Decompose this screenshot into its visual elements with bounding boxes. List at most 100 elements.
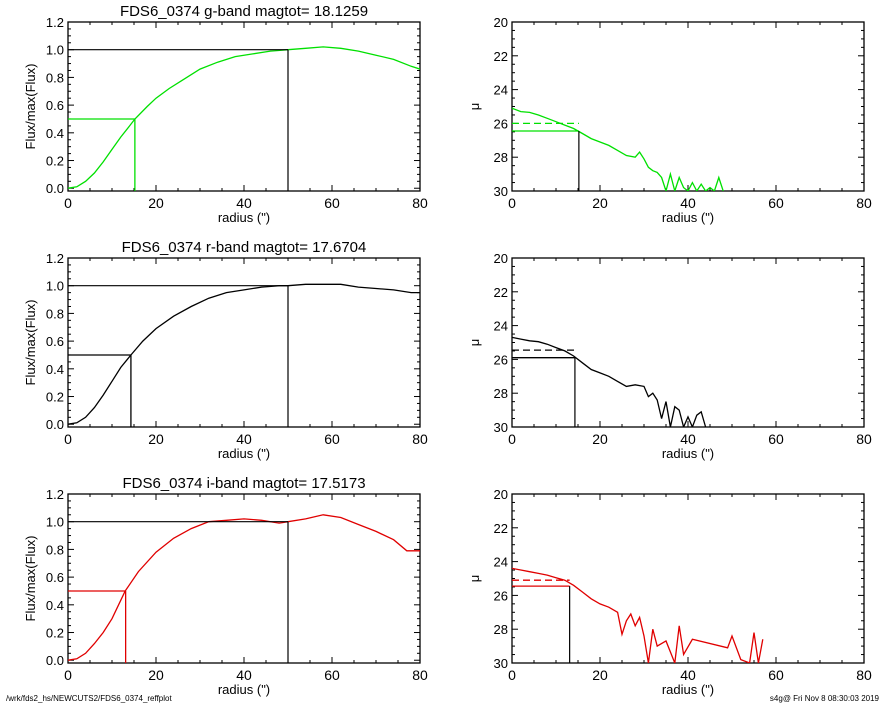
y-tick-label: 24 xyxy=(494,319,508,334)
x-tick-label: 60 xyxy=(324,431,340,447)
x-tick-label: 20 xyxy=(148,431,164,447)
x-axis-label: radius (") xyxy=(662,446,714,461)
panel-r-growth-curve: 0 20 40 60 80 radius (") 0.0 0.2 0.4 0.6 0.8 1.0 1.2… xyxy=(23,239,428,461)
x-tick-label: 40 xyxy=(680,195,696,211)
y-tick-label: 0.8 xyxy=(46,306,64,321)
y-tick-label: 1.0 xyxy=(46,515,64,530)
footer-file-path: /wrk/fds2_hs/NEWCUTS2/FDS6_0374_reffplot xyxy=(6,694,172,703)
panel-title: FDS6_0374 r-band magtot= 17.6704 xyxy=(122,239,367,256)
x-axis-label: radius (") xyxy=(662,210,714,225)
plot-frame xyxy=(511,493,865,664)
x-tick-label: 80 xyxy=(412,431,428,447)
y-axis-label: μ xyxy=(467,575,482,583)
footer-timestamp: s4g@ Fri Nov 8 08:30:03 2019 xyxy=(769,694,879,703)
x-axis-label: radius (") xyxy=(662,682,714,697)
panel-title: FDS6_0374 i-band magtot= 17.5173 xyxy=(122,475,365,492)
plot-frame xyxy=(67,257,421,428)
y-tick-label: 0.4 xyxy=(46,598,64,613)
panel-r-sb-profile: 0 20 40 60 80 radius (") 20 22 24 26 28 30 μ xyxy=(467,251,872,461)
x-tick-label: 20 xyxy=(148,195,164,211)
panel-i-growth-curve: 0 20 40 60 80 radius (") 0.0 0.2 0.4 0.6 0.8 1.0 1.2… xyxy=(23,475,428,697)
x-tick-label: 0 xyxy=(508,195,516,211)
x-tick-label: 60 xyxy=(768,431,784,447)
x-tick-label: 40 xyxy=(236,667,252,683)
x-axis-label: radius (") xyxy=(218,446,270,461)
y-tick-label: 30 xyxy=(494,184,508,199)
y-tick-label: 22 xyxy=(494,49,508,64)
x-tick-label: 20 xyxy=(592,667,608,683)
y-tick-label: 0.8 xyxy=(46,70,64,85)
x-tick-label: 60 xyxy=(324,195,340,211)
x-tick-label: 40 xyxy=(680,431,696,447)
x-axis-label: radius (") xyxy=(218,210,270,225)
y-tick-label: 26 xyxy=(494,588,508,603)
x-tick-label: 20 xyxy=(592,431,608,447)
x-tick-label: 0 xyxy=(508,667,516,683)
y-tick-label: 0.0 xyxy=(46,181,64,196)
y-axis-label: Flux/max(Flux) xyxy=(23,64,38,150)
y-axis-label: Flux/max(Flux) xyxy=(23,300,38,386)
y-tick-label: 24 xyxy=(494,555,508,570)
y-tick-label: 30 xyxy=(494,656,508,671)
x-tick-label: 80 xyxy=(412,667,428,683)
y-tick-label: 28 xyxy=(494,150,508,165)
x-tick-label: 0 xyxy=(64,667,72,683)
x-tick-label: 20 xyxy=(148,667,164,683)
y-tick-label: 1.2 xyxy=(46,487,64,502)
plot-frame xyxy=(511,21,865,192)
y-tick-label: 0.6 xyxy=(46,570,64,585)
y-tick-label: 22 xyxy=(494,285,508,300)
y-tick-label: 26 xyxy=(494,116,508,131)
y-tick-label: 28 xyxy=(494,386,508,401)
y-tick-label: 20 xyxy=(494,15,508,30)
y-tick-label: 28 xyxy=(494,622,508,637)
panel-i-sb-profile: 0 20 40 60 80 radius (") 20 22 24 26 28 30 μ xyxy=(467,487,872,697)
x-tick-label: 40 xyxy=(236,431,252,447)
panel-title: FDS6_0374 g-band magtot= 18.1259 xyxy=(120,3,368,20)
y-tick-label: 0.4 xyxy=(46,126,64,141)
y-tick-label: 1.0 xyxy=(46,43,64,58)
profile-line-g xyxy=(512,107,724,191)
profile-line-i xyxy=(68,514,420,661)
x-tick-label: 20 xyxy=(592,195,608,211)
y-tick-label: 0.2 xyxy=(46,626,64,641)
x-tick-label: 0 xyxy=(508,431,516,447)
plot-frame xyxy=(67,21,421,192)
y-tick-label: 0.2 xyxy=(46,154,64,169)
y-tick-label: 1.0 xyxy=(46,279,64,294)
profile-line-g xyxy=(68,46,420,189)
x-tick-label: 80 xyxy=(856,667,872,683)
profile-line-r xyxy=(68,283,420,425)
y-tick-label: 0.4 xyxy=(46,362,64,377)
x-tick-label: 40 xyxy=(680,667,696,683)
y-tick-label: 1.2 xyxy=(46,251,64,266)
x-axis-label: radius (") xyxy=(218,682,270,697)
y-axis-label: Flux/max(Flux) xyxy=(23,536,38,622)
y-tick-label: 1.2 xyxy=(46,15,64,30)
y-tick-label: 0.0 xyxy=(46,653,64,668)
y-tick-label: 0.8 xyxy=(46,542,64,557)
y-tick-label: 0.0 xyxy=(46,417,64,432)
profile-line-r xyxy=(512,336,707,427)
x-tick-label: 0 xyxy=(64,431,72,447)
y-axis-label: μ xyxy=(467,339,482,347)
y-tick-label: 20 xyxy=(494,251,508,266)
x-tick-label: 0 xyxy=(64,195,72,211)
panel-g-sb-profile: 0 20 40 60 80 radius (") 20 22 24 26 28 30 μ xyxy=(467,15,872,225)
y-tick-label: 22 xyxy=(494,521,508,536)
profile-line-i xyxy=(512,567,764,663)
x-tick-label: 40 xyxy=(236,195,252,211)
x-tick-label: 60 xyxy=(324,667,340,683)
y-tick-label: 30 xyxy=(494,420,508,435)
x-tick-label: 80 xyxy=(856,195,872,211)
x-tick-label: 80 xyxy=(412,195,428,211)
x-tick-label: 60 xyxy=(768,667,784,683)
y-tick-label: 20 xyxy=(494,487,508,502)
y-tick-label: 0.6 xyxy=(46,98,64,113)
x-tick-label: 80 xyxy=(856,431,872,447)
plot-frame xyxy=(511,257,865,428)
y-tick-label: 24 xyxy=(494,83,508,98)
x-tick-label: 60 xyxy=(768,195,784,211)
y-tick-label: 0.2 xyxy=(46,390,64,405)
